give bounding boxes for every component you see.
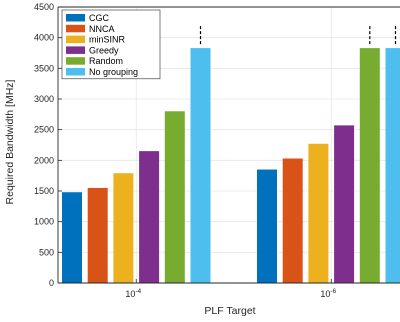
x-tick-base: 10 xyxy=(125,289,135,299)
y-tick-label: 2500 xyxy=(34,125,54,135)
bar-nnca-2 xyxy=(282,158,303,283)
y-tick-label: 2000 xyxy=(34,155,54,165)
legend-label: Greedy xyxy=(89,45,119,55)
bar-nnca-1 xyxy=(87,187,108,283)
y-tick-label: 4500 xyxy=(34,2,54,12)
legend-label: minSINR xyxy=(89,35,126,45)
y-tick-label: 500 xyxy=(39,247,54,257)
legend-label: No grouping xyxy=(89,67,138,77)
legend-swatch xyxy=(66,24,85,33)
legend-swatch xyxy=(66,68,85,76)
bar-cgc-2 xyxy=(257,169,277,283)
bar-no-grouping-1 xyxy=(190,48,211,283)
x-tick-label: 10-6 xyxy=(320,288,336,299)
bar-random-2 xyxy=(359,48,380,283)
y-tick-label: 0 xyxy=(49,278,54,288)
x-tick-label: 10-4 xyxy=(125,288,141,299)
y-tick-label: 4000 xyxy=(34,33,54,43)
bar-cgc-1 xyxy=(62,192,82,283)
axes: 05001000150020002500300035004000450010-4… xyxy=(34,2,400,299)
legend-swatch xyxy=(66,14,85,22)
x-tick-exponent: -6 xyxy=(330,288,336,295)
y-axis-label: Required Bandwidth [MHz] xyxy=(4,79,16,204)
legend-swatch xyxy=(66,57,85,65)
y-tick-label: 1500 xyxy=(34,186,54,196)
y-tick-label: 3000 xyxy=(34,94,54,104)
x-axis-label: PLF Target xyxy=(204,305,255,317)
bar-minsinr-2 xyxy=(308,143,329,283)
bars xyxy=(62,48,400,284)
bar-greedy-1 xyxy=(139,151,160,283)
bar-minsinr-1 xyxy=(113,173,134,283)
legend-label: CGC xyxy=(89,13,110,23)
legend-swatch xyxy=(66,46,85,54)
legend-label: NNCA xyxy=(89,24,115,34)
bar-random-1 xyxy=(164,111,185,284)
legend-label: Random xyxy=(89,56,123,66)
y-tick-label: 1000 xyxy=(34,217,54,227)
x-tick-exponent: -4 xyxy=(135,288,141,295)
x-tick-base: 10 xyxy=(320,289,330,299)
bar-greedy-2 xyxy=(334,125,355,283)
legend-swatch xyxy=(66,35,85,44)
truncation-marks xyxy=(199,24,397,45)
bar-no-grouping-2 xyxy=(385,48,400,283)
y-tick-label: 3500 xyxy=(34,63,54,73)
